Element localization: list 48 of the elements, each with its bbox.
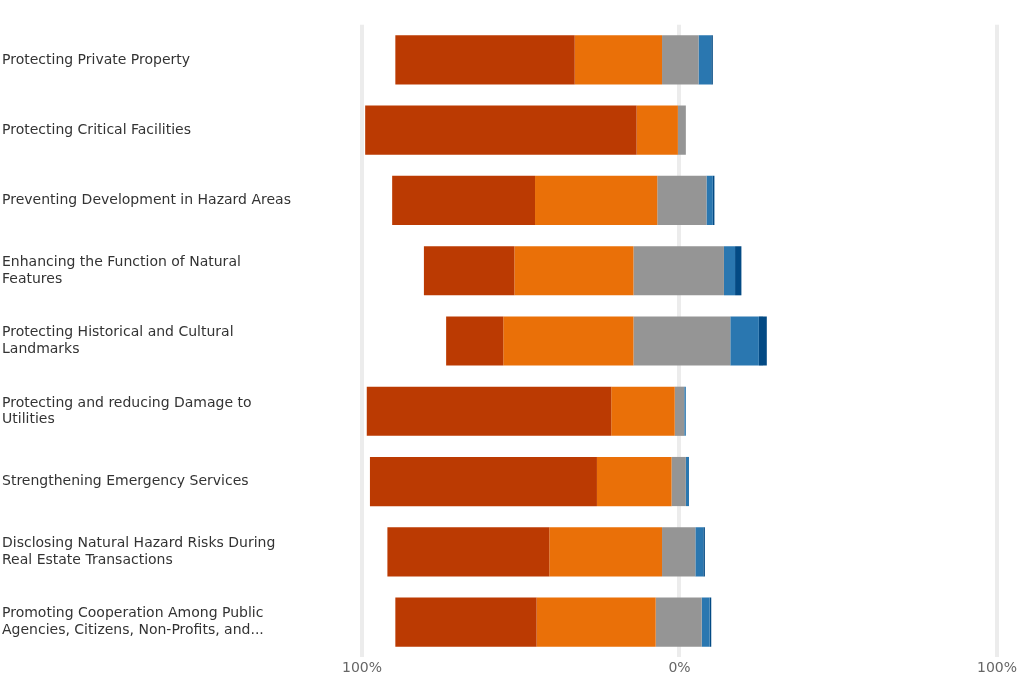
bar — [701, 597, 710, 647]
bar — [685, 456, 690, 507]
y-tick-label: Enhancing the Function of Natural Features — [2, 252, 241, 286]
bar — [677, 105, 686, 155]
bar — [395, 35, 575, 85]
bar — [662, 527, 696, 577]
bar — [392, 175, 536, 226]
bar — [536, 597, 656, 647]
bar — [549, 527, 663, 577]
bar — [574, 35, 663, 85]
y-tick-label: Promoting Cooperation Among Public Agencies, Citizens, Non-Profits, and... — [2, 604, 264, 638]
bar — [503, 316, 634, 366]
bar — [671, 456, 686, 507]
bar — [387, 527, 550, 577]
bar — [446, 316, 504, 366]
bar — [423, 246, 515, 296]
bar — [695, 527, 704, 577]
bar — [535, 175, 658, 226]
bar — [655, 597, 702, 647]
bar — [636, 105, 678, 155]
y-tick-label: Protecting Private Property — [2, 50, 191, 67]
bar — [723, 246, 736, 296]
x-tick-label: 0% — [668, 659, 691, 676]
bar — [706, 175, 713, 226]
bar — [596, 456, 672, 507]
bar — [730, 316, 759, 366]
bar — [662, 35, 699, 85]
bar — [633, 316, 731, 366]
bar — [698, 35, 712, 85]
bar — [674, 386, 685, 436]
y-tick-label: Strengthening Emergency Services — [2, 472, 249, 489]
bar — [735, 246, 742, 296]
bar — [514, 246, 634, 296]
y-tick-label: Protecting Critical Facilities — [2, 120, 192, 137]
bar — [395, 597, 537, 647]
x-tick-label: 100% — [976, 659, 1017, 676]
bar — [633, 246, 724, 296]
bar — [369, 456, 597, 507]
y-tick-label: Disclosing Natural Hazard Risks During Real Estate Transactions — [2, 534, 276, 567]
bar — [365, 105, 637, 155]
y-tick-label: Protecting and reducing Damage to Utilities — [2, 393, 252, 427]
bar — [657, 175, 707, 226]
bar — [366, 386, 612, 436]
y-tick-label: Preventing Development in Hazard Areas — [2, 191, 291, 208]
bar — [758, 316, 767, 366]
y-tick-label: Protecting Historical and Cultural Landmarks — [2, 323, 234, 357]
bar — [611, 386, 675, 436]
x-tick-label: 100% — [341, 659, 383, 676]
